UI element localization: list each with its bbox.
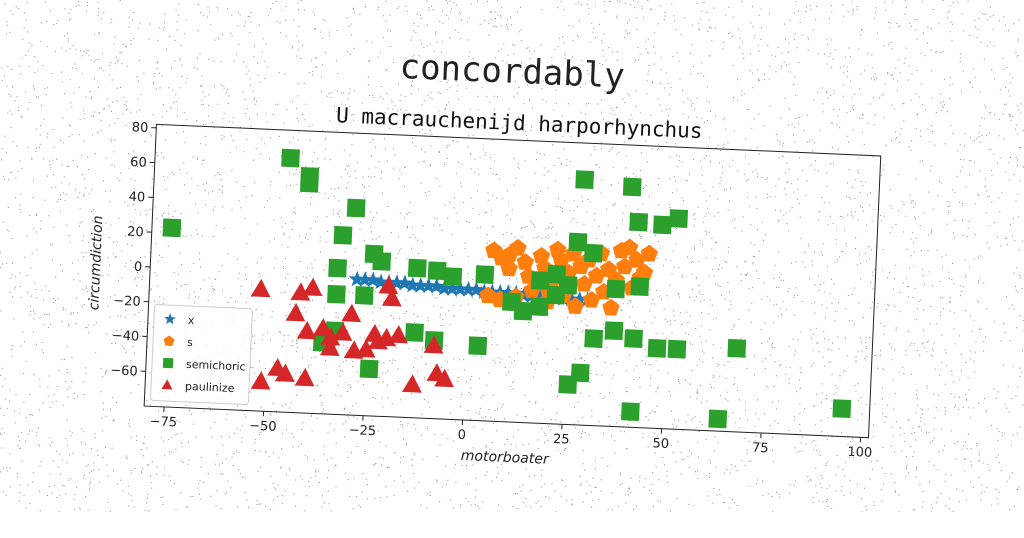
point-semichoric: [530, 297, 549, 316]
point-paulinize: [251, 371, 272, 390]
point-semichoric: [584, 244, 603, 263]
y-tick-label: −20: [113, 294, 141, 310]
point-semichoric: [475, 265, 494, 284]
point-semichoric: [621, 402, 640, 421]
point-semichoric: [408, 259, 427, 278]
x-tick-label: −25: [348, 423, 376, 439]
x-tick-label: 25: [553, 432, 570, 448]
point-semichoric: [531, 271, 550, 290]
point-semichoric: [584, 329, 603, 348]
point-semichoric: [629, 213, 648, 232]
point-paulinize: [341, 303, 362, 322]
chart-title: U macrauchenijd harporhynchus: [336, 103, 703, 143]
y-tick-label: 40: [128, 190, 145, 206]
point-semichoric: [428, 261, 447, 280]
point-semichoric: [468, 336, 487, 355]
point-semichoric: [623, 178, 642, 197]
point-semichoric: [300, 174, 319, 193]
x-tick-label: 100: [847, 445, 872, 461]
point-semichoric: [372, 252, 391, 271]
x-tick-label: 75: [752, 441, 769, 457]
x-tick-label: 50: [652, 436, 669, 452]
point-semichoric: [606, 280, 625, 299]
legend-label: s: [187, 336, 194, 349]
point-paulinize: [251, 278, 272, 297]
legend-label: x: [188, 314, 196, 327]
point-s: [602, 298, 620, 315]
point-semichoric: [569, 233, 588, 252]
plot-area: [144, 124, 881, 437]
point-paulinize: [303, 277, 324, 296]
point-semichoric: [571, 363, 590, 382]
y-tick-label: 60: [130, 155, 147, 171]
point-semichoric: [668, 340, 687, 359]
point-semichoric: [547, 265, 566, 284]
point-semichoric: [281, 149, 300, 168]
point-paulinize: [364, 323, 385, 342]
point-semichoric: [653, 215, 672, 234]
point-semichoric: [832, 399, 851, 418]
y-tick-label: −60: [110, 363, 138, 379]
x-axis-label: motorboater: [460, 448, 550, 468]
data-points: [155, 144, 861, 434]
x-tick-label: −75: [149, 414, 177, 430]
point-paulinize: [402, 374, 423, 393]
point-semichoric: [575, 170, 594, 189]
legend-label: semichoric: [186, 358, 246, 374]
point-semichoric: [669, 209, 688, 228]
point-paulinize: [295, 367, 316, 386]
point-semichoric: [648, 339, 667, 358]
point-semichoric: [624, 329, 643, 348]
point-paulinize: [297, 321, 318, 340]
x-tick-label: 0: [457, 428, 466, 443]
y-axis-label: circumdiction: [86, 215, 106, 310]
y-tick-label: 80: [131, 120, 148, 136]
point-semichoric: [328, 259, 347, 278]
point-semichoric: [355, 286, 374, 305]
y-tick-label: −40: [111, 328, 139, 344]
point-semichoric: [360, 359, 379, 378]
legend-label: paulinize: [185, 380, 235, 395]
legend-marker-semichoric: [163, 358, 173, 368]
point-semichoric: [514, 302, 533, 321]
point-paulinize: [286, 303, 307, 322]
point-semichoric: [162, 218, 181, 237]
legend: xs semichoric paulinize: [150, 304, 252, 404]
y-tick-label: 20: [127, 225, 144, 241]
point-semichoric: [347, 199, 366, 218]
point-semichoric: [327, 285, 346, 304]
point-semichoric: [334, 226, 353, 245]
point-semichoric: [605, 321, 624, 340]
y-tick-label: 0: [134, 260, 143, 275]
point-semichoric: [708, 410, 727, 429]
point-semichoric: [405, 323, 424, 342]
point-semichoric: [727, 339, 746, 358]
x-tick-label: −50: [249, 419, 277, 435]
point-semichoric: [443, 267, 462, 286]
point-semichoric: [630, 277, 649, 296]
